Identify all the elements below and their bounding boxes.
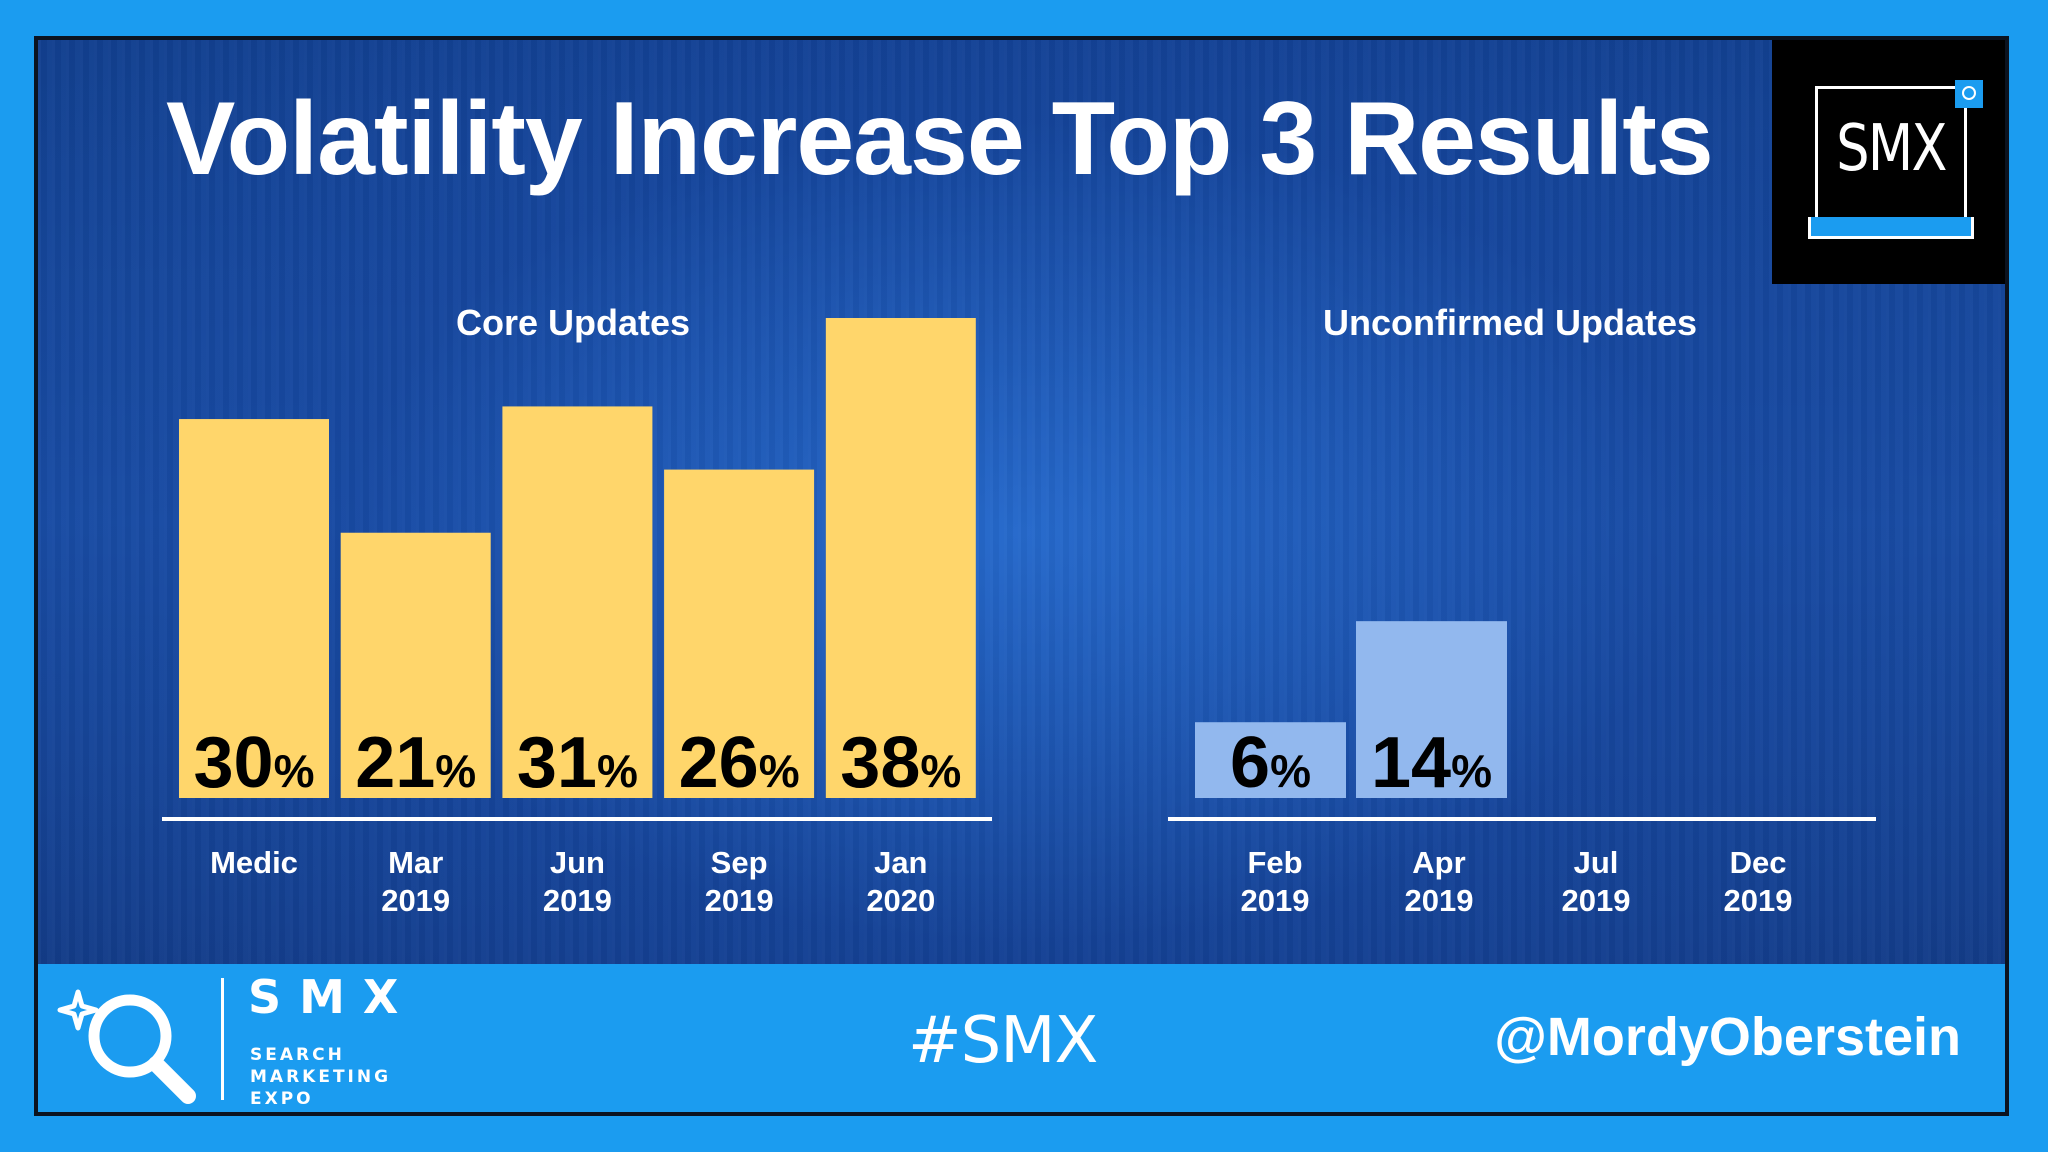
bar-0-3 bbox=[664, 469, 815, 798]
data-label-0-3: 26% bbox=[679, 723, 800, 803]
data-label-1-1: 14% bbox=[1371, 723, 1492, 803]
unconfirmed-updates-title: Unconfirmed Updates bbox=[1322, 302, 1698, 343]
data-label-0-0: 30% bbox=[194, 723, 315, 803]
data-label-0-4: 38% bbox=[840, 723, 961, 803]
smx-corner-logo: SMX bbox=[1772, 40, 2005, 284]
category-label-1-2: Jul 2019 bbox=[1562, 845, 1631, 918]
category-label-1-3: Dec 2019 bbox=[1724, 845, 1793, 918]
category-label-0-3: Sep 2019 bbox=[705, 845, 774, 918]
bar-1-1 bbox=[1356, 621, 1507, 798]
core-updates-title: Core Updates bbox=[455, 302, 691, 343]
footer-handle: @MordyOberstein bbox=[1494, 1007, 1961, 1067]
category-label-0-0: Medic bbox=[210, 845, 298, 880]
footer-tagline: SEARCH MARKETING EXPO bbox=[250, 1044, 391, 1110]
category-label-0-2: Jun 2019 bbox=[543, 845, 612, 918]
magnifier-sparkle-icon bbox=[57, 989, 196, 1104]
tagline-line-2: MARKETING bbox=[250, 1067, 392, 1087]
data-label-0-1: 21% bbox=[355, 723, 476, 803]
category-label-1-1: Apr 2019 bbox=[1405, 845, 1474, 918]
bar-0-1 bbox=[340, 532, 491, 798]
logo-underbar bbox=[1808, 217, 1974, 239]
bar-0-4 bbox=[825, 318, 976, 798]
footer-bar: SMX SEARCH MARKETING EXPO #SMX @MordyObe… bbox=[38, 964, 2005, 1112]
bar-0-2 bbox=[502, 406, 653, 798]
magnifier-icon bbox=[1955, 80, 1983, 108]
logo-text: SMX bbox=[1836, 112, 1947, 186]
slide-title: Volatility Increase Top 3 Results bbox=[166, 81, 1714, 197]
category-label-0-1: Mar 2019 bbox=[381, 845, 450, 918]
category-label-1-0: Feb 2019 bbox=[1241, 845, 1310, 918]
bar-0-0 bbox=[179, 419, 329, 798]
tagline-line-3: EXPO bbox=[250, 1089, 314, 1109]
tagline-line-1: SEARCH bbox=[250, 1045, 345, 1065]
footer-hashtag: #SMX bbox=[908, 1004, 1098, 1078]
category-label-0-4: Jan 2020 bbox=[866, 845, 935, 918]
footer-divider bbox=[221, 978, 224, 1100]
data-label-1-0: 6% bbox=[1230, 723, 1311, 803]
bar-charts: 30% Medic 21% Mar 2019 31% Jun 2019 26% Sep 2019 38… bbox=[162, 318, 1876, 918]
slide: Volatility Increase Top 3 Results SMX Co… bbox=[34, 36, 2009, 1116]
footer-brand: SMX bbox=[248, 970, 417, 1024]
bar-1-0 bbox=[1195, 722, 1346, 798]
data-label-0-2: 31% bbox=[517, 723, 638, 803]
